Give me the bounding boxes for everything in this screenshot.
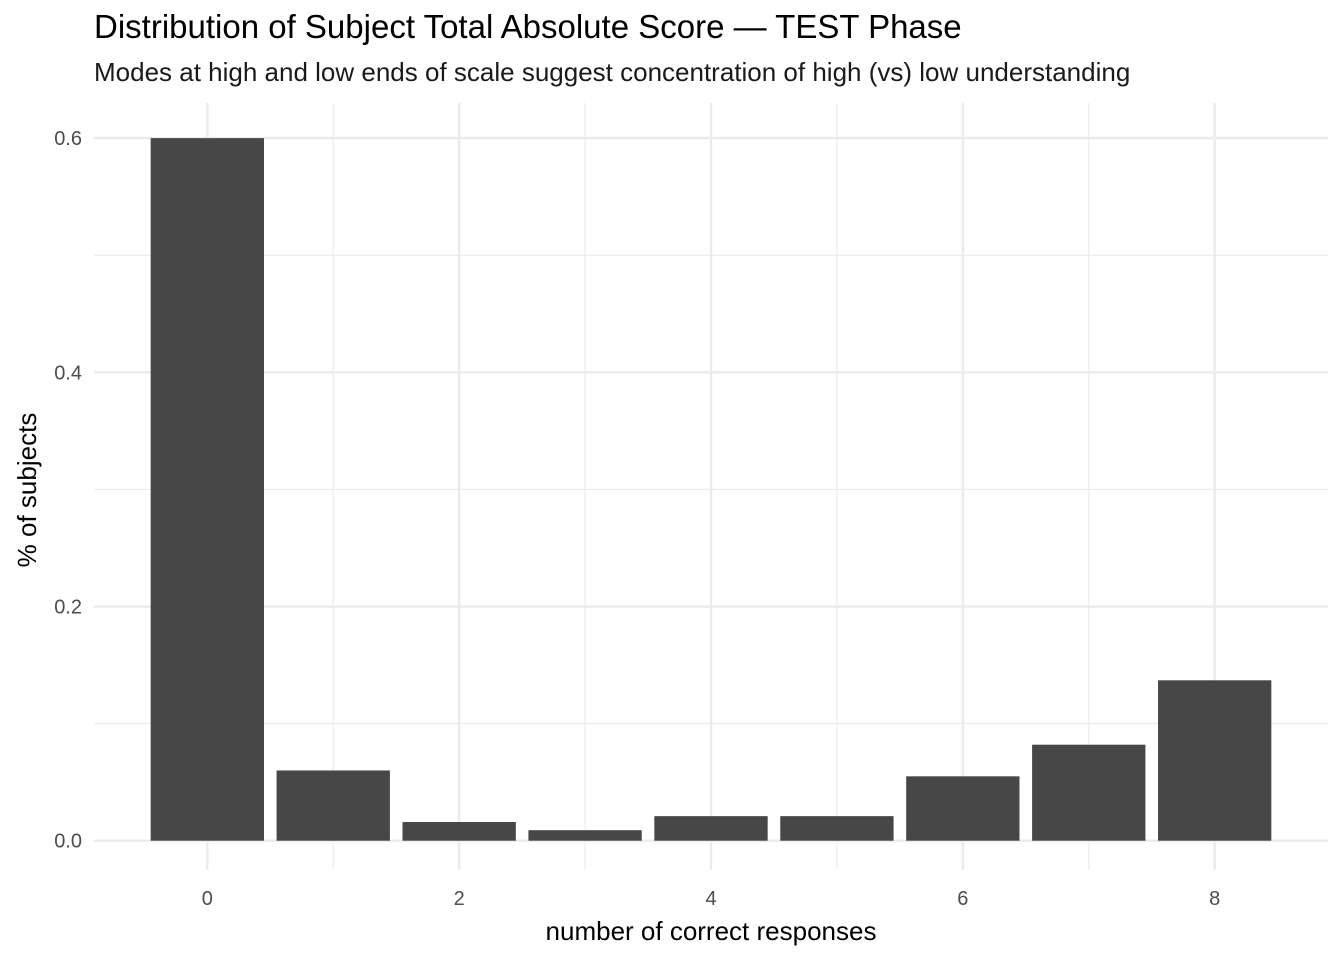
x-axis-label: number of correct responses: [546, 916, 877, 946]
bar-0: [150, 138, 264, 841]
chart-title: Distribution of Subject Total Absolute S…: [94, 8, 962, 45]
x-tick-label: 4: [705, 888, 716, 910]
bar-2: [402, 821, 516, 841]
y-tick-label: 0.4: [54, 362, 82, 384]
y-tick-label: 0.2: [54, 597, 82, 619]
x-tick-label: 0: [202, 888, 213, 910]
y-axis-label: % of subjects: [12, 413, 42, 568]
y-tick-label: 0.6: [54, 128, 82, 150]
grid-lines: [94, 103, 1328, 870]
bar-8: [1158, 680, 1272, 841]
bar-1: [276, 770, 390, 841]
bar-3: [528, 830, 642, 841]
chart-subtitle: Modes at high and low ends of scale sugg…: [94, 57, 1131, 87]
bars: [150, 138, 1272, 841]
bar-4: [654, 816, 768, 841]
bar-5: [780, 816, 894, 841]
x-tick-label: 2: [454, 888, 465, 910]
x-tick-label: 6: [957, 888, 968, 910]
x-tick-label: 8: [1209, 888, 1220, 910]
bar-7: [1032, 744, 1146, 841]
y-tick-label: 0.0: [54, 831, 82, 853]
tick-labels: 0 2 4 6 8 0.0 0.2 0.4 0.6: [54, 128, 1220, 910]
bar-6: [906, 776, 1020, 841]
